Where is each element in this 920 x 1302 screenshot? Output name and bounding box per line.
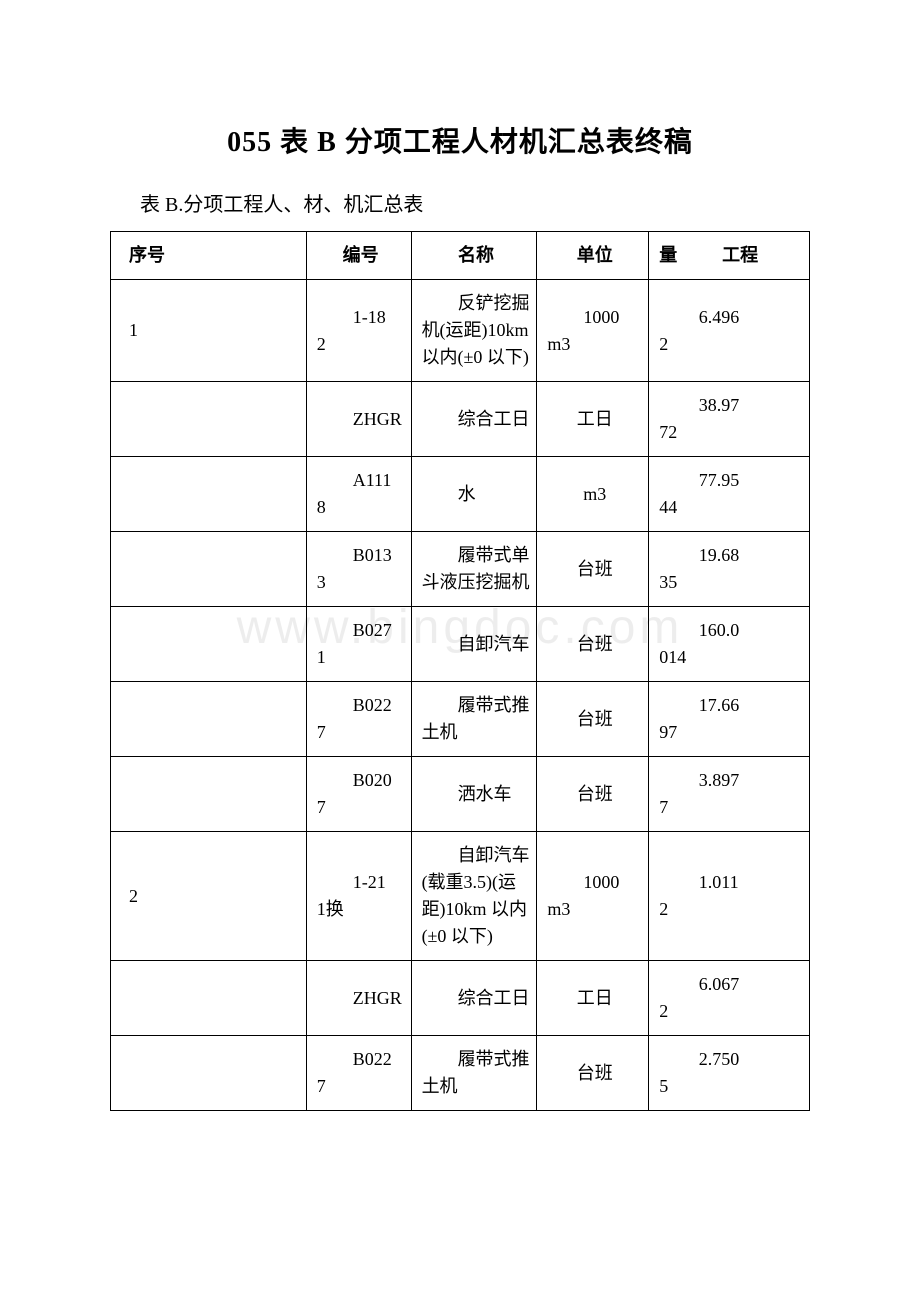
cell-unit: 台班 [537,682,649,757]
cell-name: 履带式推土机 [411,682,537,757]
table-row: 21-211换自卸汽车(载重3.5)(运距)10km 以内(±0 以下)1000… [111,832,810,961]
table-row: 11-182反铲挖掘机(运距)10km以内(±0 以下)1000m36.4962 [111,280,810,382]
cell-name: 反铲挖掘机(运距)10km以内(±0 以下) [411,280,537,382]
cell-name: 自卸汽车(载重3.5)(运距)10km 以内(±0 以下) [411,832,537,961]
cell-seq [111,1036,307,1111]
table-row: B0271自卸汽车台班160.0014 [111,607,810,682]
cell-qty: 6.4962 [649,280,810,382]
cell-qty: 3.8977 [649,757,810,832]
cell-unit: 台班 [537,1036,649,1111]
document-page: www.bingdoc.com 055 表 B 分项工程人材机汇总表终稿 表 B… [0,0,920,1171]
cell-qty: 77.9544 [649,457,810,532]
qty-header-label: 工程 [677,242,803,269]
cell-seq [111,532,307,607]
table-row: ZHGR综合工日工日6.0672 [111,961,810,1036]
cell-qty: 38.9772 [649,382,810,457]
cell-seq: 2 [111,832,307,961]
cell-qty: 17.6697 [649,682,810,757]
table-row: B0227履带式推土机台班2.7505 [111,1036,810,1111]
cell-seq [111,961,307,1036]
table-row: B0227履带式推土机台班17.6697 [111,682,810,757]
cell-code: A1118 [306,457,411,532]
table-row: B0133履带式单斗液压挖掘机台班19.6835 [111,532,810,607]
cell-seq [111,682,307,757]
cell-name: 自卸汽车 [411,607,537,682]
cell-code: ZHGR [306,382,411,457]
cell-qty: 1.0112 [649,832,810,961]
cell-code: B0207 [306,757,411,832]
cell-unit: 台班 [537,607,649,682]
table-row: ZHGR综合工日工日38.9772 [111,382,810,457]
col-code-header: 编号 [306,232,411,280]
cell-name: 水 [411,457,537,532]
cell-unit: 1000m3 [537,280,649,382]
cell-unit: 台班 [537,757,649,832]
cell-seq [111,757,307,832]
table-body: 11-182反铲挖掘机(运距)10km以内(±0 以下)1000m36.4962… [111,280,810,1111]
cell-code: B0227 [306,682,411,757]
table-header-row: 序号 编号 名称 单位 量 工程 [111,232,810,280]
cell-seq [111,607,307,682]
col-name-header: 名称 [411,232,537,280]
document-title: 055 表 B 分项工程人材机汇总表终稿 [110,120,810,160]
cell-code: B0227 [306,1036,411,1111]
summary-table: 序号 编号 名称 单位 量 工程 11-182反铲挖掘机(运距)10km以内(±… [110,231,810,1111]
document-subtitle: 表 B.分项工程人、材、机汇总表 [110,188,810,217]
col-seq-header: 序号 [111,232,307,280]
table-row: B0207洒水车台班3.8977 [111,757,810,832]
cell-seq [111,382,307,457]
cell-name: 履带式单斗液压挖掘机 [411,532,537,607]
cell-unit: m3 [537,457,649,532]
cell-name: 综合工日 [411,961,537,1036]
cell-unit: 工日 [537,961,649,1036]
qty-header-prefix: 量 [659,242,677,269]
col-unit-header: 单位 [537,232,649,280]
cell-code: 1-211换 [306,832,411,961]
cell-name: 履带式推土机 [411,1036,537,1111]
cell-code: 1-182 [306,280,411,382]
col-qty-header: 量 工程 [649,232,810,280]
cell-unit: 台班 [537,532,649,607]
cell-qty: 19.6835 [649,532,810,607]
cell-seq: 1 [111,280,307,382]
cell-unit: 1000m3 [537,832,649,961]
cell-seq [111,457,307,532]
cell-code: ZHGR [306,961,411,1036]
cell-code: B0133 [306,532,411,607]
cell-name: 综合工日 [411,382,537,457]
cell-qty: 6.0672 [649,961,810,1036]
cell-qty: 160.0014 [649,607,810,682]
table-row: A1118水m377.9544 [111,457,810,532]
cell-unit: 工日 [537,382,649,457]
cell-qty: 2.7505 [649,1036,810,1111]
cell-code: B0271 [306,607,411,682]
cell-name: 洒水车 [411,757,537,832]
